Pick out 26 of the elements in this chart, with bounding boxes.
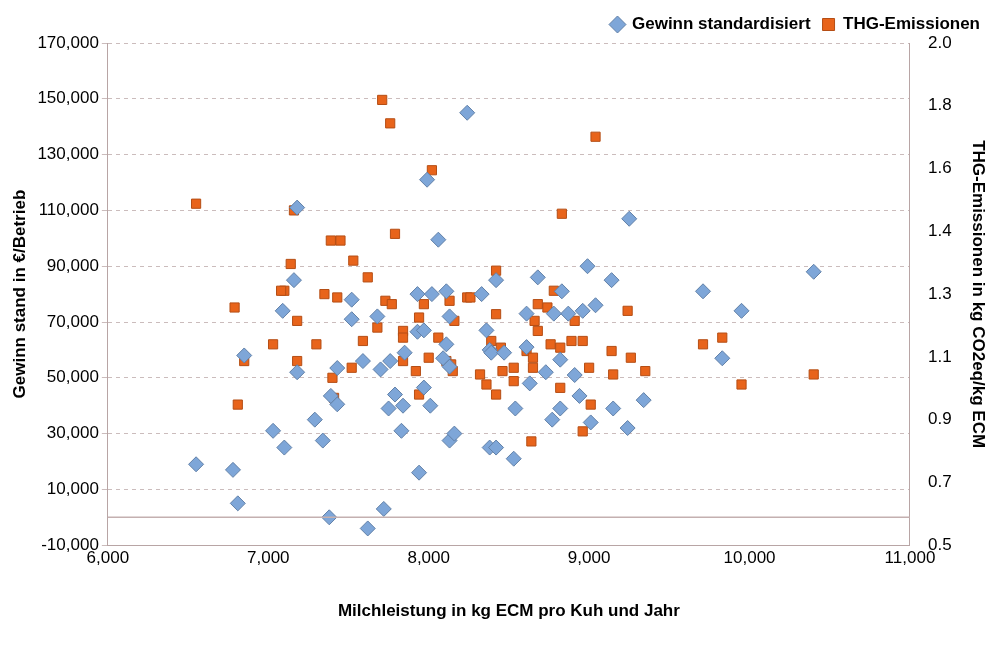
y2-tick-label: 1.3 bbox=[927, 283, 952, 303]
y2-axis-title: THG-Emissionen in kg CO2eq/kg ECM bbox=[969, 140, 989, 449]
legend-label: Gewinn standardisiert bbox=[632, 14, 811, 34]
y2-tick-label: 0.9 bbox=[927, 409, 952, 429]
y-tick-label: 30,000 bbox=[46, 423, 99, 443]
y-tick-label: 90,000 bbox=[46, 255, 99, 275]
x-tick-label: 10,000 bbox=[723, 548, 776, 568]
y2-tick-label: 2.0 bbox=[927, 32, 952, 52]
y-axis-title: Gewinn stand in €/Betrieb bbox=[9, 189, 29, 399]
y-tick-label: 150,000 bbox=[37, 88, 99, 108]
legend-label: THG-Emissionen bbox=[843, 14, 981, 34]
y2-tick-label: 1.8 bbox=[927, 95, 952, 115]
y2-tick-label: 1.6 bbox=[927, 158, 952, 178]
x-tick-label: 8,000 bbox=[407, 548, 450, 568]
x-tick-label: 9,000 bbox=[567, 548, 611, 568]
y-tick-label: 10,000 bbox=[46, 479, 99, 499]
y-tick-label: 50,000 bbox=[46, 367, 99, 387]
y-tick-label: 110,000 bbox=[38, 200, 99, 220]
y-tick-label: 130,000 bbox=[37, 144, 99, 164]
x-axis-title: Milchleistung in kg ECM pro Kuh und Jahr bbox=[337, 601, 681, 621]
y2-tick-label: 0.7 bbox=[927, 472, 952, 492]
y2-tick-label: 1.1 bbox=[927, 346, 952, 366]
y-tick-label: 70,000 bbox=[46, 311, 99, 331]
y-tick-label: 170,000 bbox=[37, 32, 99, 52]
x-tick-label: 7,000 bbox=[247, 548, 290, 568]
y2-tick-label: 1.4 bbox=[927, 221, 952, 241]
